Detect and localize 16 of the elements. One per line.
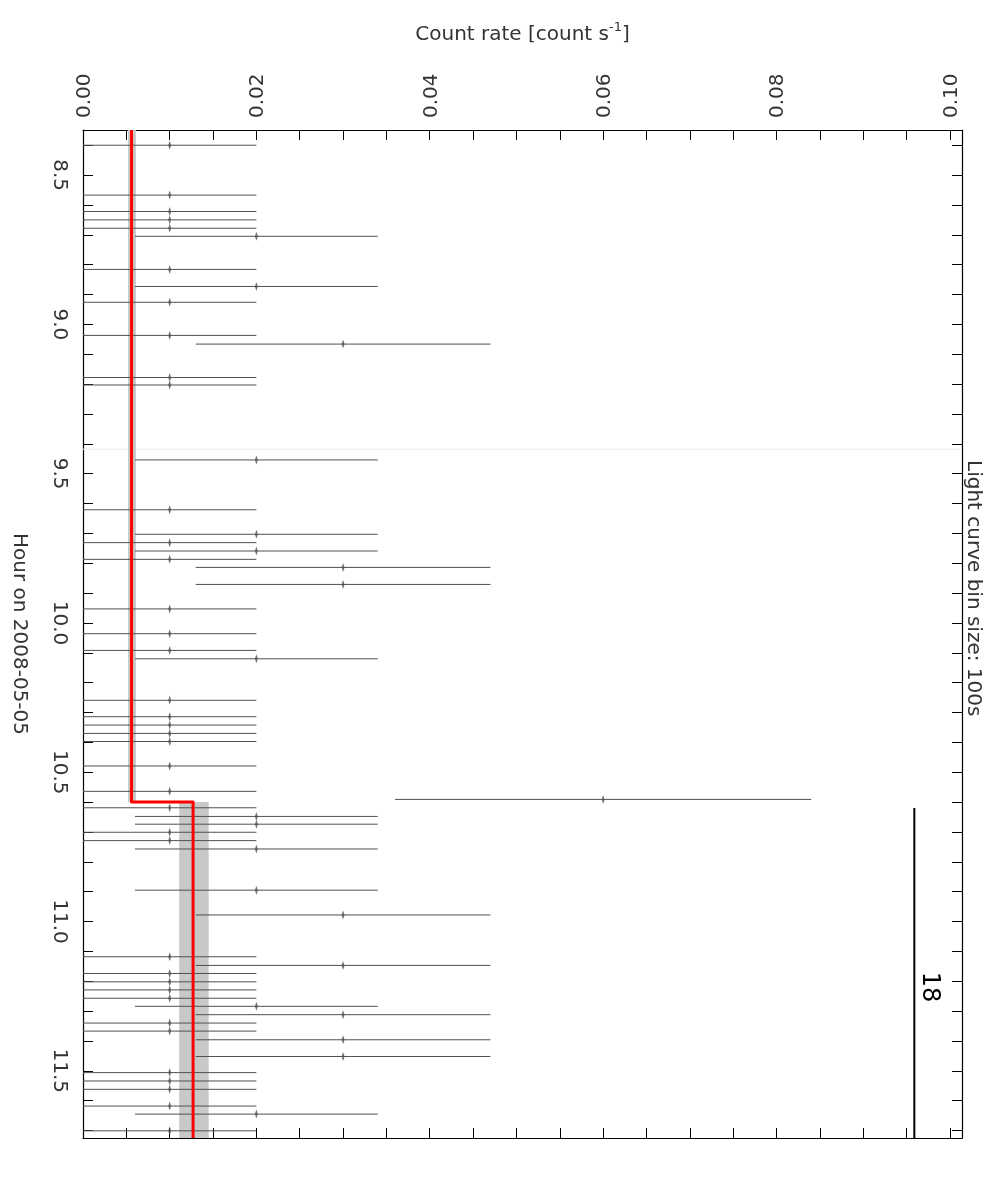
y-tick-label: 10.5 bbox=[49, 749, 73, 795]
x-tick-label: 0.02 bbox=[244, 73, 269, 118]
text: Light curve bin size: 100s bbox=[963, 460, 987, 717]
y-axis-title: Hour on 2008-05-05 bbox=[9, 532, 33, 736]
y-tick-label: 9.0 bbox=[49, 308, 73, 341]
y-tick-label: 9.5 bbox=[49, 457, 73, 490]
legend-label: 18 bbox=[917, 971, 946, 1003]
y-tick-label: 10.0 bbox=[49, 600, 73, 646]
x-tick-label: 0.00 bbox=[71, 73, 95, 118]
y-tick-label: 8.5 bbox=[49, 159, 73, 191]
x-tick-label: 0.04 bbox=[417, 73, 442, 118]
x-tick-label: 0.06 bbox=[591, 73, 616, 118]
x-tick-label: 0.10 bbox=[937, 73, 962, 118]
y-tick-label: 11.0 bbox=[49, 899, 73, 944]
y-tick-label: 11.5 bbox=[49, 1048, 73, 1094]
x-tick-label: 0.08 bbox=[764, 73, 789, 118]
